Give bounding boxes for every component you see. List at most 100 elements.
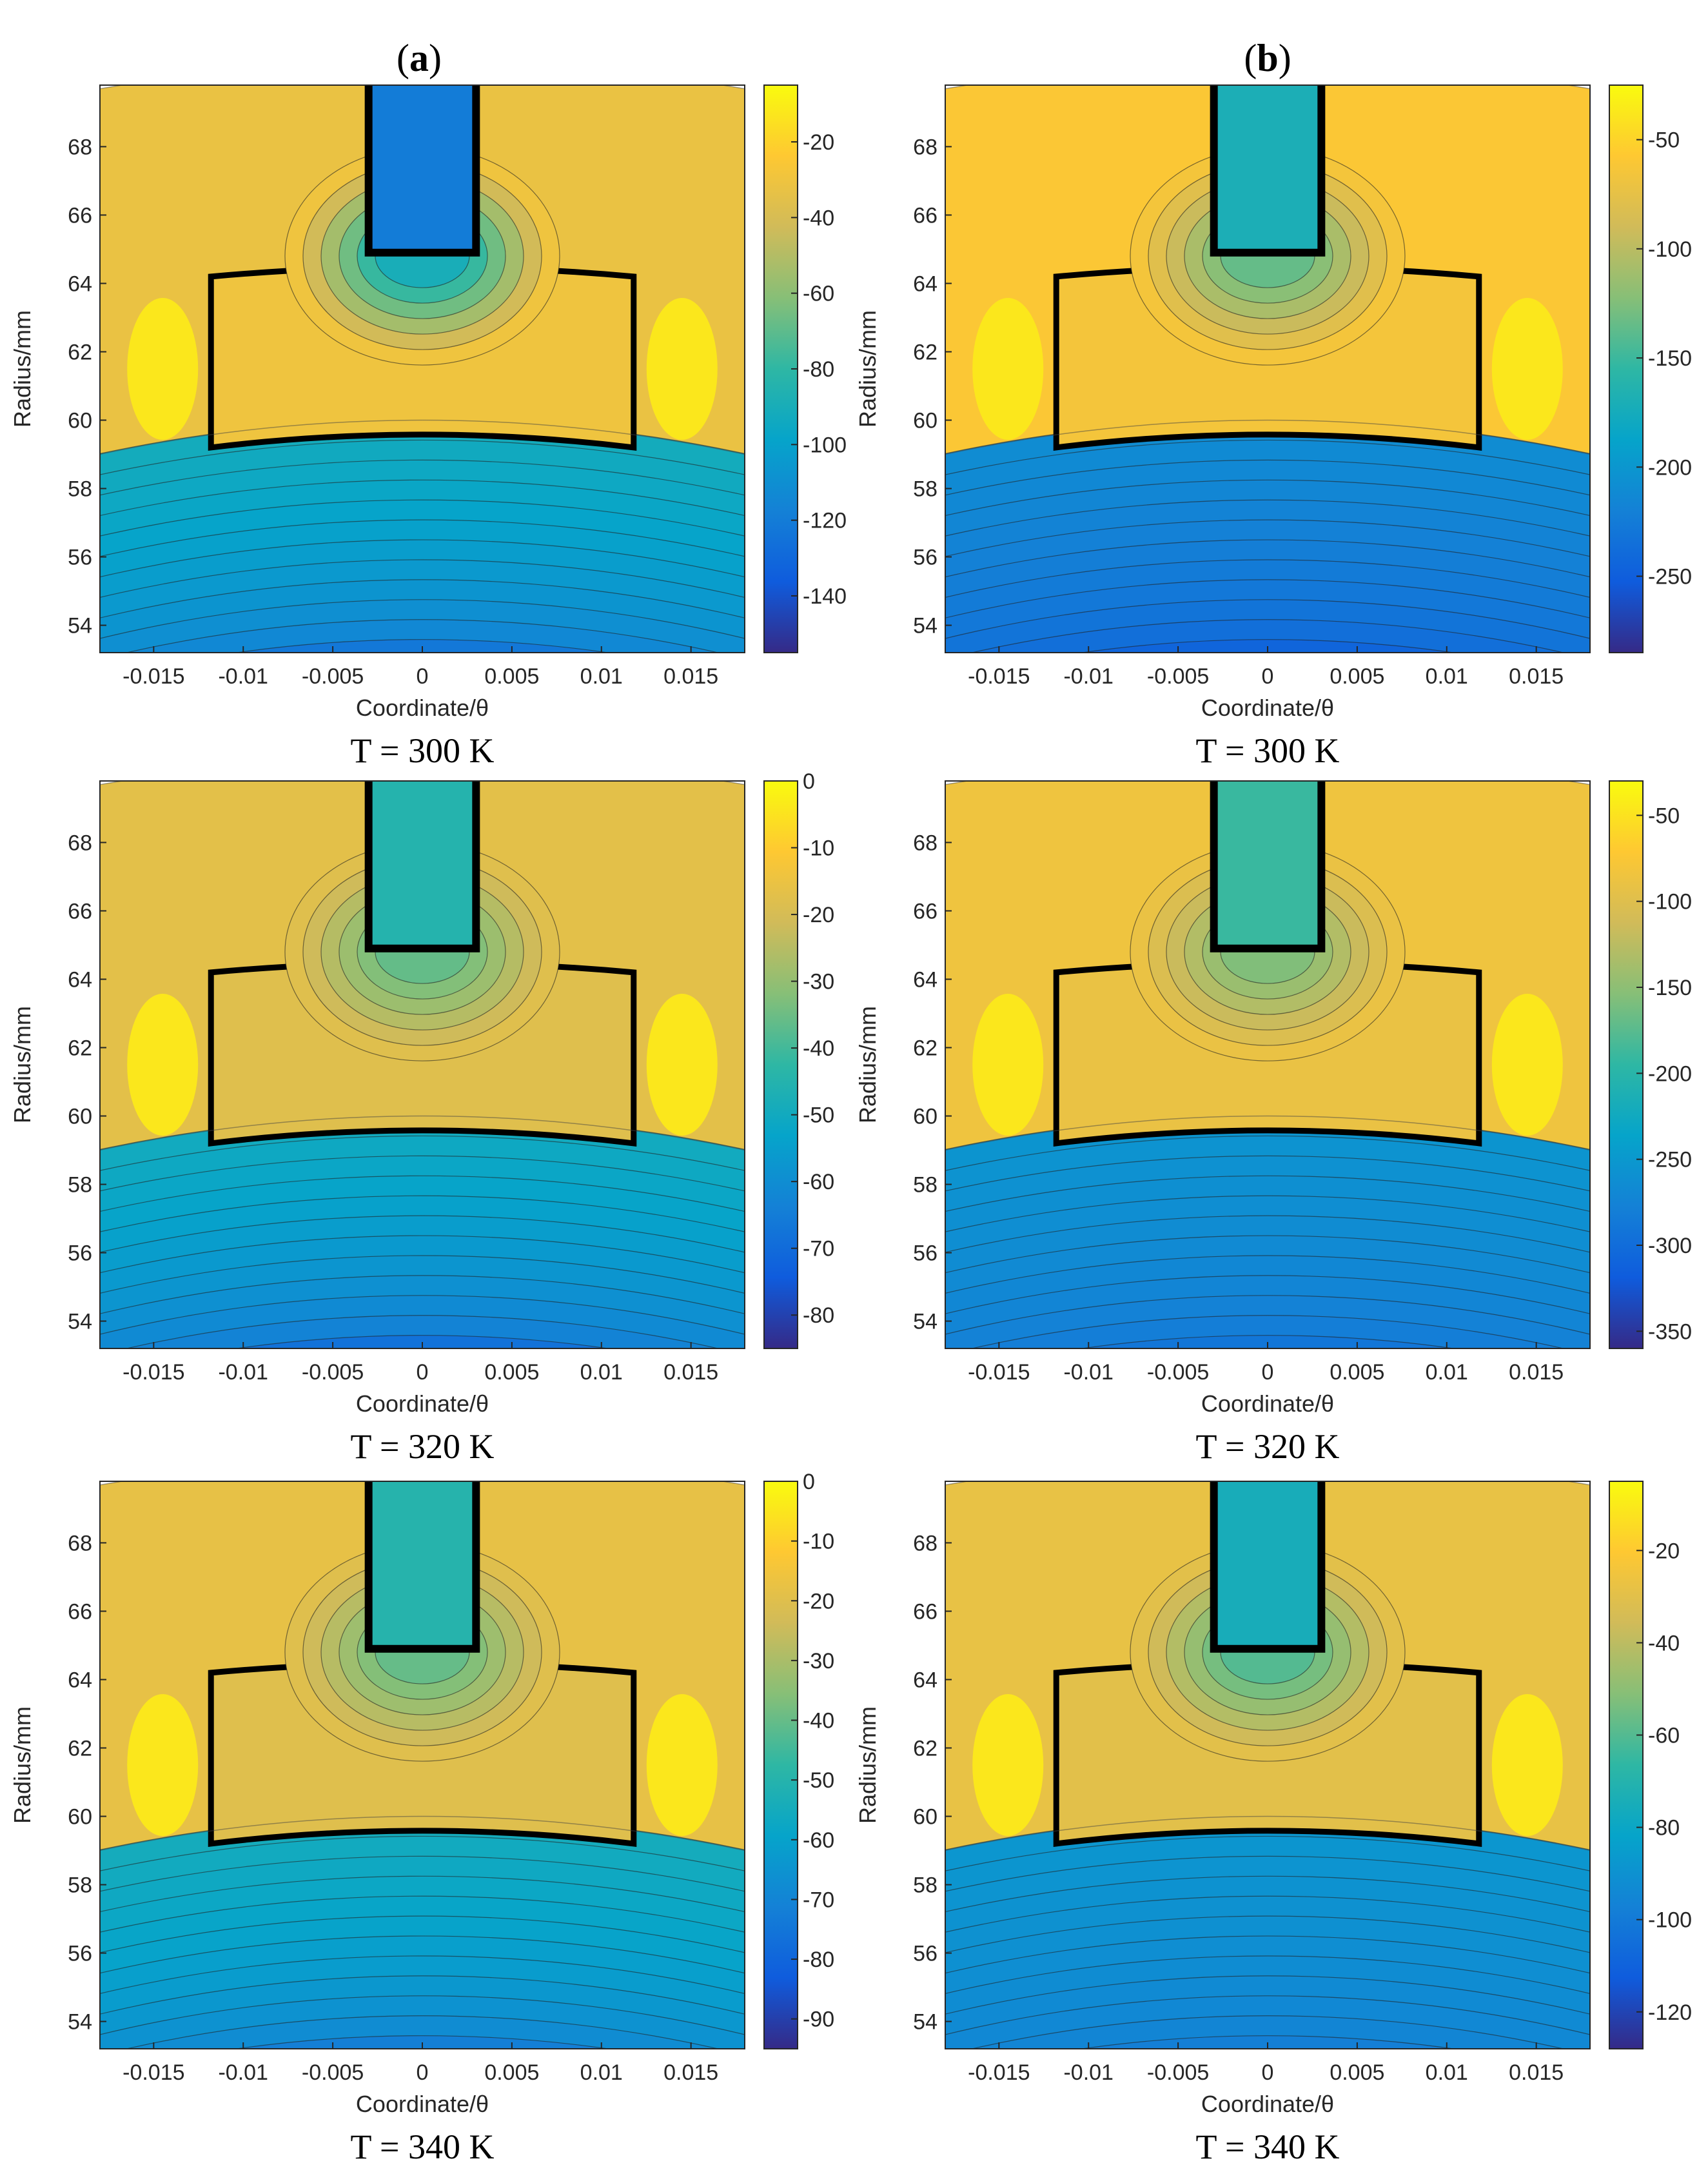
colorbar-tick-label: -60 <box>803 1828 834 1853</box>
y-tick-label: 64 <box>913 1668 937 1692</box>
colorbar-tick-label: -20 <box>803 1589 834 1614</box>
edge-lobe <box>1491 994 1563 1136</box>
colorbar-tick-label: -40 <box>803 1709 834 1733</box>
edge-lobe <box>972 298 1044 440</box>
x-tick-label: -0.015 <box>968 1360 1030 1385</box>
x-tick-label: -0.015 <box>123 1360 184 1385</box>
x-axis-label: Coordinate/θ <box>356 2091 489 2117</box>
y-tick-label: 58 <box>68 1873 92 1898</box>
x-axis-label: Coordinate/θ <box>1201 1390 1334 1417</box>
y-tick-label: 68 <box>68 135 92 159</box>
panel-caption: T = 340 K <box>1196 2127 1340 2166</box>
x-tick-label: 0.005 <box>1330 1360 1384 1385</box>
y-axis-label: Radius/mm <box>9 1706 35 1824</box>
colorbar-tick-label: -120 <box>803 509 847 533</box>
x-tick-label: -0.015 <box>968 664 1030 689</box>
x-tick-label: -0.005 <box>1147 2060 1209 2085</box>
y-tick-label: 60 <box>68 1805 92 1830</box>
colorbar-tick-label: -60 <box>1648 1723 1680 1748</box>
edge-lobe <box>127 1694 199 1836</box>
x-tick-label: -0.01 <box>218 2060 268 2085</box>
colorbar <box>763 780 798 1349</box>
y-tick-label: 62 <box>68 340 92 364</box>
colorbar-tick-label: -70 <box>803 1237 834 1261</box>
colorbar-tick-label: -60 <box>803 1170 834 1194</box>
x-tick-label: 0.01 <box>1426 2060 1468 2085</box>
colorbar-tick-label: -10 <box>803 1530 834 1554</box>
slot-region <box>364 85 480 257</box>
y-tick-label: 64 <box>68 967 92 992</box>
x-tick-label: 0.005 <box>484 1360 539 1385</box>
x-tick-label: -0.005 <box>1147 1360 1209 1385</box>
colorbar <box>763 1481 798 2049</box>
x-tick-label: -0.005 <box>302 1360 364 1385</box>
colorbar-tick-label: -50 <box>803 1103 834 1128</box>
colorbar-tick-label: -100 <box>1648 1908 1692 1933</box>
y-tick-label: 56 <box>913 546 937 570</box>
colorbar-tick-label: -50 <box>1648 128 1680 153</box>
y-tick-label: 56 <box>68 546 92 570</box>
y-axis-label: Radius/mm <box>854 1006 881 1123</box>
colorbar <box>1609 1481 1644 2049</box>
colorbar-tick-label: -100 <box>1648 237 1692 262</box>
y-tick-label: 54 <box>913 1310 937 1334</box>
y-tick-label: 62 <box>913 340 937 364</box>
colorbar-tick-label: -250 <box>1648 565 1692 589</box>
x-tick-label: 0.005 <box>1330 2060 1384 2085</box>
y-tick-label: 60 <box>68 409 92 433</box>
x-tick-label: 0 <box>1262 2060 1274 2085</box>
y-tick-label: 66 <box>68 1599 92 1624</box>
colorbar-tick-label: -300 <box>1648 1234 1692 1258</box>
x-tick-label: 0.015 <box>1509 664 1564 689</box>
chart-panel: -0.015 -0.01 -0.005 0 0.005 0.01 0.015 54 56 58 60… <box>854 84 1692 770</box>
y-tick-label: 54 <box>68 614 92 638</box>
x-tick-label: -0.015 <box>968 2060 1030 2085</box>
colorbar-tick-label: -80 <box>1648 1816 1680 1841</box>
colorbar-tick-label: 0 <box>803 1470 815 1494</box>
y-tick-label: 54 <box>913 2010 937 2035</box>
edge-lobe <box>1491 1694 1563 1836</box>
y-tick-label: 68 <box>68 1531 92 1555</box>
y-tick-label: 68 <box>913 831 937 855</box>
y-tick-label: 60 <box>913 1105 937 1129</box>
x-tick-label: -0.005 <box>302 664 364 689</box>
y-tick-label: 62 <box>913 1036 937 1060</box>
x-tick-label: 0.01 <box>1426 664 1468 689</box>
y-tick-label: 56 <box>68 1942 92 1966</box>
x-tick-label: 0 <box>417 1360 429 1385</box>
y-tick-label: 60 <box>913 409 937 433</box>
y-tick-label: 58 <box>913 1873 937 1898</box>
colorbar-tick-label: -50 <box>1648 804 1680 828</box>
y-tick-label: 66 <box>913 1599 937 1624</box>
colorbar-tick-label: -200 <box>1648 455 1692 480</box>
y-tick-label: 54 <box>913 614 937 638</box>
edge-lobe <box>127 994 199 1136</box>
x-tick-label: 0.015 <box>663 664 718 689</box>
colorbar-tick-label: -20 <box>803 130 834 155</box>
x-tick-label: 0 <box>1262 1360 1274 1385</box>
colorbar-tick-label: -100 <box>803 433 847 457</box>
colorbar-tick-label: -40 <box>803 1036 834 1061</box>
colorbar-tick-label: -80 <box>803 357 834 382</box>
panel-caption: T = 300 K <box>351 731 495 770</box>
x-tick-label: -0.01 <box>1063 664 1114 689</box>
y-tick-label: 64 <box>913 967 937 992</box>
y-tick-label: 68 <box>913 1531 937 1555</box>
y-tick-label: 58 <box>68 1173 92 1198</box>
x-tick-label: -0.005 <box>302 2060 364 2085</box>
colorbar-tick-label: -140 <box>803 584 847 609</box>
colorbar-tick-label: -120 <box>1648 2000 1692 2025</box>
y-tick-label: 66 <box>913 203 937 228</box>
edge-lobe <box>127 298 199 440</box>
y-tick-label: 56 <box>68 1241 92 1266</box>
edge-lobe <box>972 994 1044 1136</box>
colorbar-tick-label: -250 <box>1648 1148 1692 1172</box>
x-tick-label: 0 <box>1262 664 1274 689</box>
column-label-b: (b) <box>1244 37 1291 79</box>
y-tick-label: 64 <box>913 271 937 296</box>
y-tick-label: 54 <box>68 1310 92 1334</box>
x-tick-label: 0.015 <box>1509 2060 1564 2085</box>
x-tick-label: 0.01 <box>1426 1360 1468 1385</box>
colorbar-tick-label: 0 <box>803 769 815 794</box>
